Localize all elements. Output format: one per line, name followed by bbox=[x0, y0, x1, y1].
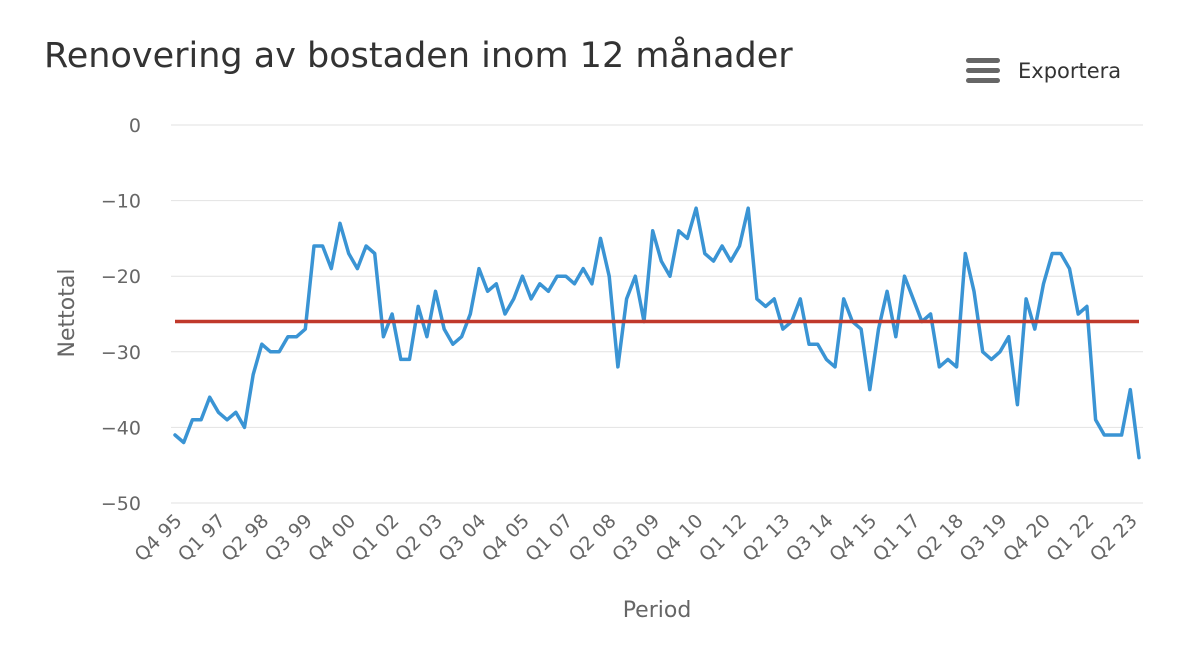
y-axis-ticks: 0 −10 −20 −30 −40 −50 bbox=[101, 115, 141, 515]
x-tick-label: Q4 20 bbox=[999, 510, 1055, 566]
y-tick-label: −20 bbox=[101, 266, 141, 288]
x-tick-label: Q2 08 bbox=[565, 510, 621, 566]
x-tick-label: Q2 98 bbox=[217, 510, 273, 566]
y-tick-label: −30 bbox=[101, 342, 141, 364]
x-tick-label: Q2 23 bbox=[1086, 510, 1142, 566]
x-tick-label: Q3 19 bbox=[956, 510, 1012, 566]
x-axis-title: Period bbox=[623, 598, 692, 623]
y-tick-label: −10 bbox=[101, 191, 141, 213]
x-tick-label: Q4 05 bbox=[478, 510, 534, 566]
grid-lines bbox=[171, 124, 1143, 504]
x-tick-label: Q1 12 bbox=[695, 510, 751, 566]
x-tick-label: Q1 02 bbox=[348, 510, 404, 566]
x-tick-label: Q4 15 bbox=[825, 510, 881, 566]
chart-title: Renovering av bostaden inom 12 månader bbox=[44, 36, 793, 76]
x-tick-label: Q4 10 bbox=[652, 510, 708, 566]
x-tick-label: Q1 97 bbox=[174, 510, 230, 566]
y-tick-label: −40 bbox=[101, 417, 141, 439]
x-tick-label: Q2 18 bbox=[912, 510, 968, 566]
x-tick-label: Q1 17 bbox=[869, 510, 925, 566]
x-tick-label: Q3 99 bbox=[261, 510, 317, 566]
x-tick-label: Q3 04 bbox=[434, 510, 490, 566]
x-tick-label: Q4 00 bbox=[304, 510, 360, 566]
x-tick-label: Q2 13 bbox=[738, 510, 794, 566]
series-layer bbox=[173, 206, 1141, 460]
y-tick-label: 0 bbox=[129, 115, 141, 137]
x-tick-label: Q1 07 bbox=[521, 510, 577, 566]
y-axis-title: Nettotal bbox=[55, 269, 80, 358]
y-tick-label: −50 bbox=[101, 493, 141, 515]
export-label: Exportera bbox=[1018, 59, 1122, 83]
export-menu-button[interactable]: Exportera bbox=[966, 56, 1121, 86]
series-line-nettotal bbox=[173, 206, 1141, 460]
x-tick-label: Q1 22 bbox=[1042, 510, 1098, 566]
x-tick-label: Q4 95 bbox=[130, 510, 186, 566]
x-tick-label: Q2 03 bbox=[391, 510, 447, 566]
menu-icon bbox=[966, 56, 1002, 86]
x-tick-label: Q3 09 bbox=[608, 510, 664, 566]
x-tick-label: Q3 14 bbox=[782, 510, 838, 566]
